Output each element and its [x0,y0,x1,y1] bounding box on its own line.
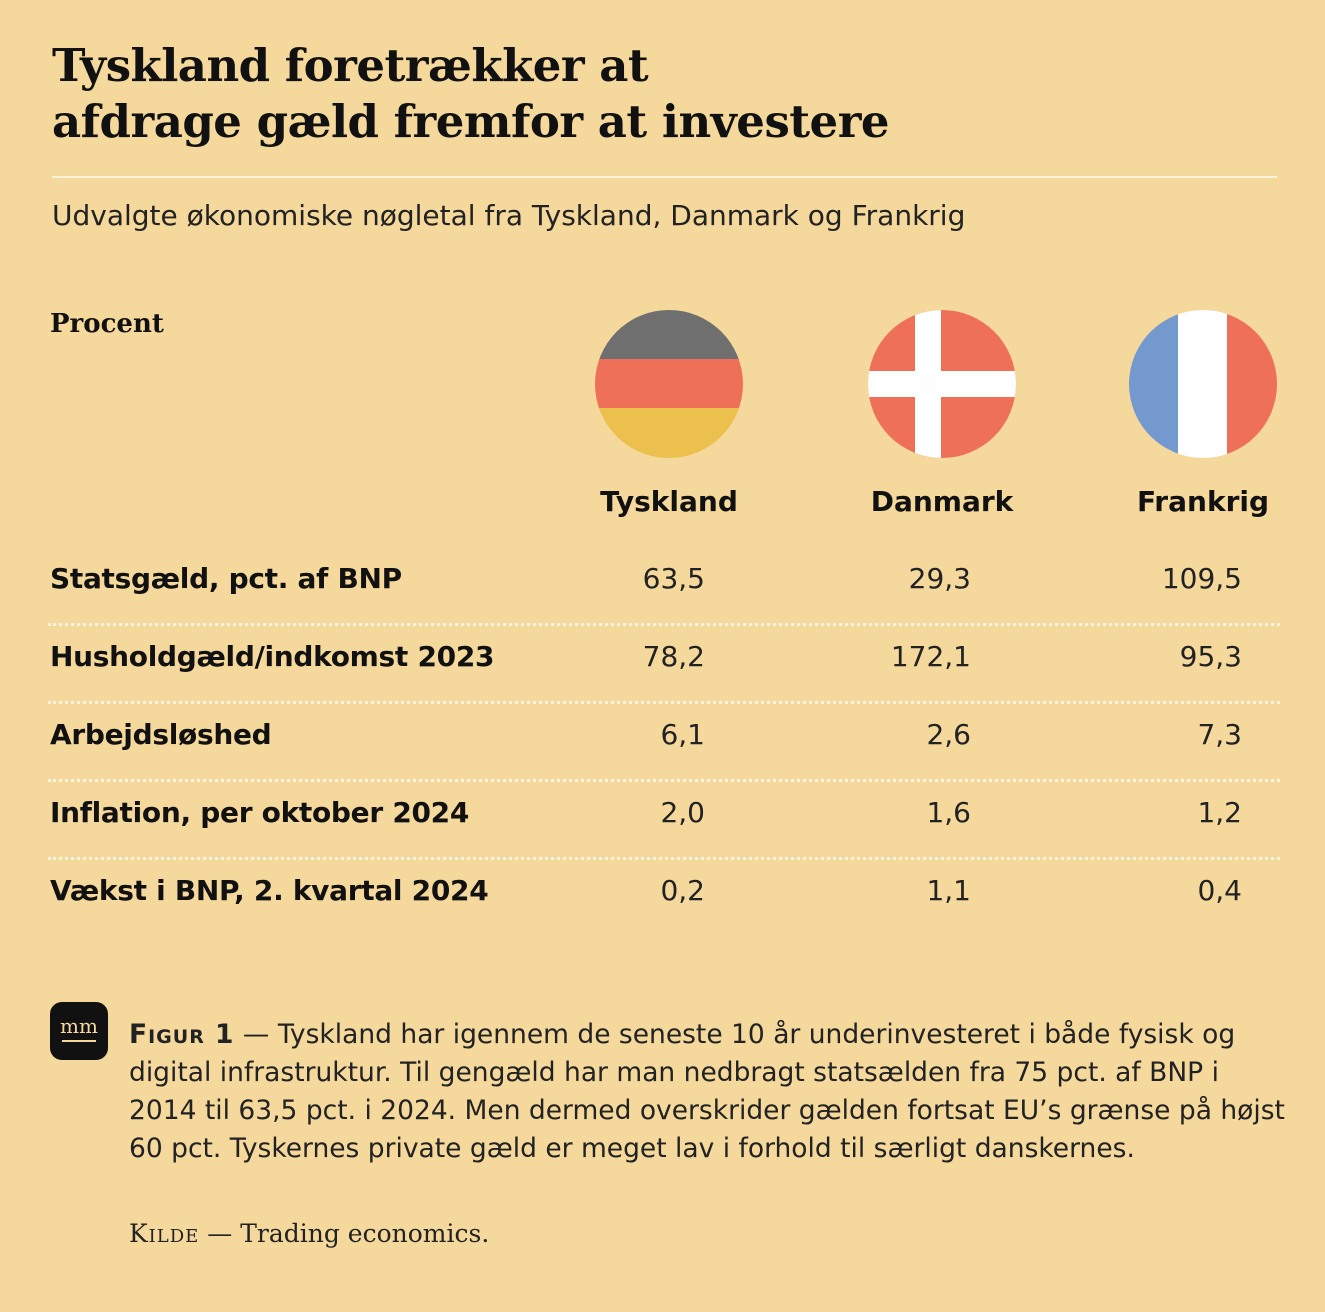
row-divider [48,779,1280,782]
source-separator: — [199,1219,241,1248]
publication-logo-icon: mm [50,1002,108,1060]
figure-label: Figur 1 [129,1019,235,1050]
table-row: Husholdgæld/indkomst 2023 78,2 172,1 95,… [48,626,1280,704]
row-label: Vækst i BNP, 2. kvartal 2024 [50,874,489,907]
cell-value-frankrig: 1,2 [1197,796,1242,829]
cell-value-danmark: 172,1 [890,640,971,673]
source-note: Kilde — Trading economics. [129,1219,489,1248]
title-divider [52,176,1277,178]
subtitle: Udvalgte økonomiske nøgletal fra Tysklan… [52,199,966,232]
cell-value-frankrig: 0,4 [1197,874,1242,907]
france-flag-stripe-red [1227,310,1277,458]
cell-value-tyskland: 6,1 [660,718,705,751]
row-label: Inflation, per oktober 2024 [50,796,470,829]
chart-title: Tyskland foretrækker at afdrage gæld fre… [52,38,1152,150]
column-header-frankrig: Frankrig [1136,485,1270,518]
logo-text: mm [60,1014,98,1038]
caption-text: Tyskland har igennem de seneste 10 år un… [129,1019,1285,1164]
cell-value-danmark: 29,3 [908,562,971,595]
column-header-tyskland: Tyskland [600,485,738,518]
row-label: Husholdgæld/indkomst 2023 [50,640,495,673]
germany-flag-stripe-black [595,310,743,360]
france-flag-stripe-white [1178,310,1228,458]
unit-label: Procent [50,309,164,339]
france-flag-icon [1129,310,1277,458]
caption-separator: — [234,1019,278,1050]
cell-value-danmark: 2,6 [926,718,971,751]
row-divider [48,701,1280,704]
row-divider [48,623,1280,626]
cell-value-frankrig: 95,3 [1179,640,1242,673]
column-header-danmark: Danmark [870,485,1014,518]
table-row: Arbejdsløshed 6,1 2,6 7,3 [48,704,1280,782]
cell-value-frankrig: 109,5 [1161,562,1242,595]
row-label: Statsgæld, pct. af BNP [50,562,402,595]
source-label: Kilde [129,1219,200,1248]
cell-value-tyskland: 0,2 [660,874,705,907]
cell-value-tyskland: 78,2 [642,640,705,673]
cell-value-tyskland: 63,5 [642,562,705,595]
row-label: Arbejdsløshed [50,718,272,751]
germany-flag-stripe-red [595,359,743,409]
title-line-2: afdrage gæld fremfor at investere [52,95,890,148]
germany-flag-stripe-gold [595,408,743,458]
cell-value-frankrig: 7,3 [1197,718,1242,751]
table-row: Inflation, per oktober 2024 2,0 1,6 1,2 [48,782,1280,860]
germany-flag-icon [595,310,743,458]
cell-value-danmark: 1,1 [926,874,971,907]
title-line-1: Tyskland foretrækker at [52,39,649,92]
table-row: Statsgæld, pct. af BNP 63,5 29,3 109,5 [48,548,1280,626]
cell-value-tyskland: 2,0 [660,796,705,829]
denmark-flag-cross-horizontal [868,371,1016,397]
source-text: Trading economics. [240,1219,490,1248]
figure-caption: Figur 1 — Tyskland har igennem de senest… [129,1016,1289,1168]
cell-value-danmark: 1,6 [926,796,971,829]
row-divider [48,857,1280,860]
table-row: Vækst i BNP, 2. kvartal 2024 0,2 1,1 0,4 [48,860,1280,938]
france-flag-stripe-blue [1129,310,1179,458]
denmark-flag-icon [868,310,1016,458]
